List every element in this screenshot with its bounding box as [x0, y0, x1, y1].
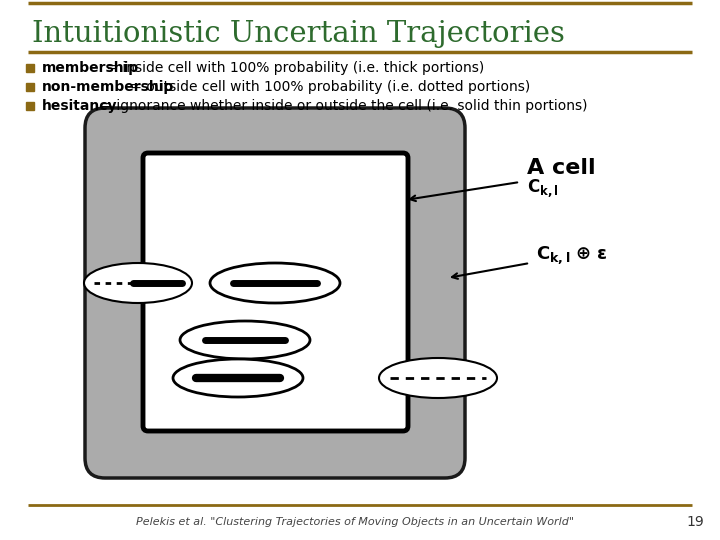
Ellipse shape [84, 263, 192, 303]
Text: membership: membership [42, 61, 139, 75]
Text: membership = inside cell with 100% probability (i.e. thick portions): membership = inside cell with 100% proba… [42, 61, 511, 75]
Text: = outside cell with 100% probability (i.e. dotted portions): = outside cell with 100% probability (i.… [126, 80, 530, 94]
Text: 19: 19 [686, 515, 704, 529]
Ellipse shape [210, 263, 340, 303]
Text: $\mathbf{C_{k,l}}$: $\mathbf{C_{k,l}}$ [527, 177, 559, 199]
Text: Pelekis et al. "Clustering Trajectories of Moving Objects in an Uncertain World": Pelekis et al. "Clustering Trajectories … [136, 517, 574, 527]
Text: = ignorance whether inside or outside the cell (i.e. solid thin portions): = ignorance whether inside or outside th… [96, 99, 588, 113]
Text: hesitancy = ignorance whether inside or outside the cell (i.e. solid thin portio: hesitancy = ignorance whether inside or … [42, 99, 600, 113]
Ellipse shape [180, 321, 310, 359]
Ellipse shape [173, 359, 303, 397]
Text: = inside cell with 100% probability (i.e. thick portions): = inside cell with 100% probability (i.e… [102, 61, 485, 75]
Text: non-membership = outside cell with 100% probability (i.e. dotted portions): non-membership = outside cell with 100% … [42, 80, 564, 94]
FancyBboxPatch shape [143, 153, 408, 431]
Ellipse shape [379, 358, 497, 398]
Text: Intuitionistic Uncertain Trajectories: Intuitionistic Uncertain Trajectories [32, 20, 565, 48]
Text: non-membership: non-membership [42, 80, 174, 94]
Text: $\mathbf{C_{k,l}}$ $\mathbf{\oplus}$ $\mathbf{\varepsilon}$: $\mathbf{C_{k,l}}$ $\mathbf{\oplus}$ $\m… [536, 244, 607, 266]
Text: hesitancy: hesitancy [42, 99, 117, 113]
Text: A cell: A cell [527, 158, 595, 178]
FancyBboxPatch shape [85, 108, 465, 478]
